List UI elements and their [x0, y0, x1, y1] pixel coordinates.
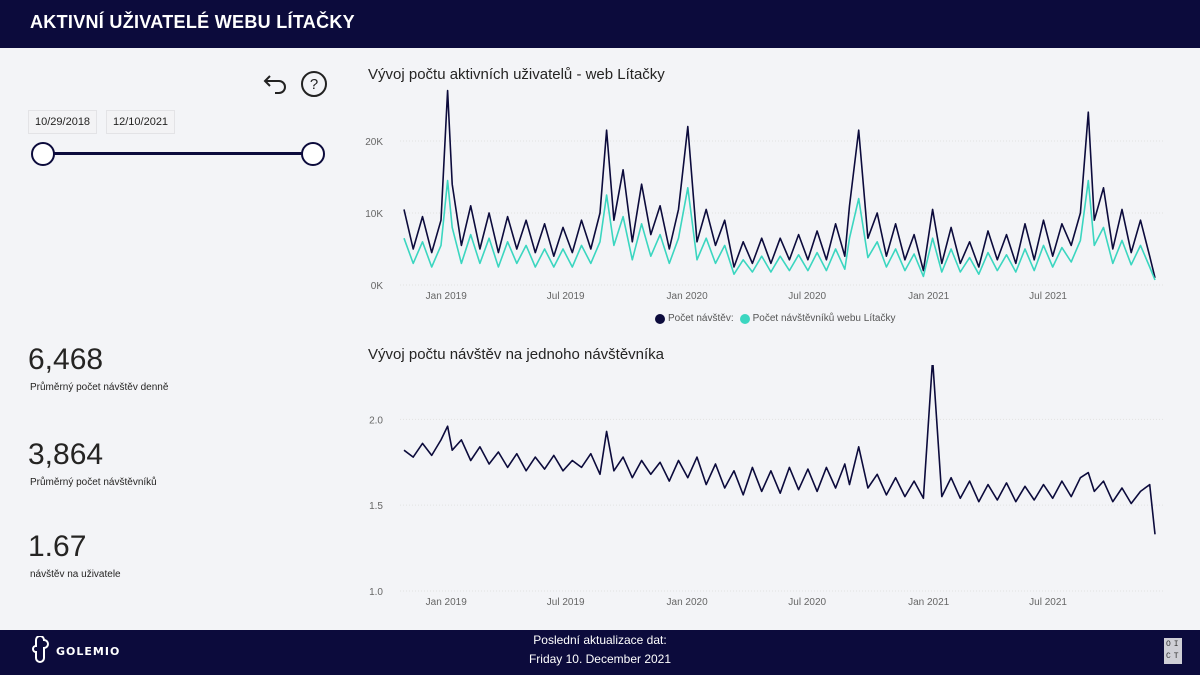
x-tick-label: Jul 2021	[1029, 291, 1067, 302]
legend-visitors-marker	[739, 313, 750, 324]
x-tick-label: Jan 2021	[908, 597, 950, 608]
last-update-label: Poslední aktualizace dat:	[533, 633, 667, 647]
kpi-visits-per-user-value: 1.67	[28, 530, 87, 563]
y-tick-label: 0K	[371, 281, 384, 292]
x-tick-label: Jan 2021	[908, 291, 950, 302]
legend-visits-label: Počet návštěv:	[668, 313, 734, 324]
x-tick-label: Jan 2020	[667, 597, 709, 608]
date-slider-end-handle[interactable]	[301, 142, 325, 166]
chart1-title: Vývoj počtu aktivních uživatelů - web Lí…	[368, 66, 665, 83]
kpi-avg-visitors-value: 3,864	[28, 438, 104, 471]
legend-visits-marker	[655, 313, 665, 324]
page-title: AKTIVNÍ UŽIVATELÉ WEBU LÍTAČKY	[0, 0, 1200, 48]
golemio-logo-text: GOLEMIO	[56, 644, 121, 658]
start-date-input[interactable]: 10/29/2018	[28, 110, 98, 134]
chart1-legend: Počet návštěv: Počet návštěvníků webu Lí…	[655, 313, 895, 324]
active-users-chart: 0K 10K 20K Jan 2019 Jul 2019 Jan 2020 Jul 2020…	[365, 89, 1165, 302]
x-tick-label: Jul 2019	[547, 291, 585, 302]
oict-logo: OICT	[1164, 638, 1182, 664]
date-slider-start-handle[interactable]	[31, 142, 55, 166]
series-line-2	[403, 179, 1156, 281]
chart2-title: Vývoj počtu návštěv na jednoho návštěvní…	[368, 346, 665, 363]
legend-visitors-label: Počet návštěvníků webu Lítačky	[752, 313, 896, 324]
footer: GOLEMIO Poslední aktualizace dat: Friday…	[0, 630, 1200, 675]
x-tick-label: Jan 2019	[426, 597, 468, 608]
kpi-avg-visits-value: 6,468	[28, 343, 104, 376]
visits-per-visitor-chart: 1.0 1.5 2.0 Jan 2019 Jul 2019 Jan 2020 Jul 202…	[369, 365, 1165, 608]
y-tick-label: 20K	[365, 137, 383, 148]
date-slider-track[interactable]	[42, 152, 314, 155]
x-tick-label: Jan 2020	[667, 291, 709, 302]
golemio-logo: GOLEMIO	[30, 636, 120, 666]
y-tick-label: 1.0	[369, 587, 383, 598]
x-tick-label: Jul 2021	[1029, 597, 1067, 608]
kpi-avg-visits-label: Průměrný počet návštěv denně	[30, 382, 169, 393]
y-tick-label: 2.0	[369, 415, 383, 426]
help-icon[interactable]: ?	[300, 70, 328, 98]
kpi-visits-per-user-label: návštěv na uživatele	[30, 569, 121, 580]
series-line-1	[403, 89, 1156, 278]
x-tick-label: Jul 2020	[788, 291, 826, 302]
x-tick-label: Jan 2019	[426, 291, 468, 302]
x-tick-label: Jul 2019	[547, 597, 585, 608]
last-update-date: Friday 10. December 2021	[528, 652, 672, 666]
end-date-input[interactable]: 12/10/2021	[106, 110, 176, 134]
x-tick-label: Jul 2020	[788, 597, 826, 608]
golemio-logo-icon	[32, 636, 49, 663]
y-tick-label: 10K	[365, 209, 383, 220]
series-line-1	[403, 365, 1156, 535]
kpi-avg-visitors-label: Průměrný počet návštěvníků	[30, 477, 157, 488]
reset-icon[interactable]	[262, 70, 290, 98]
svg-text:?: ?	[310, 76, 318, 93]
y-tick-label: 1.5	[369, 501, 383, 512]
